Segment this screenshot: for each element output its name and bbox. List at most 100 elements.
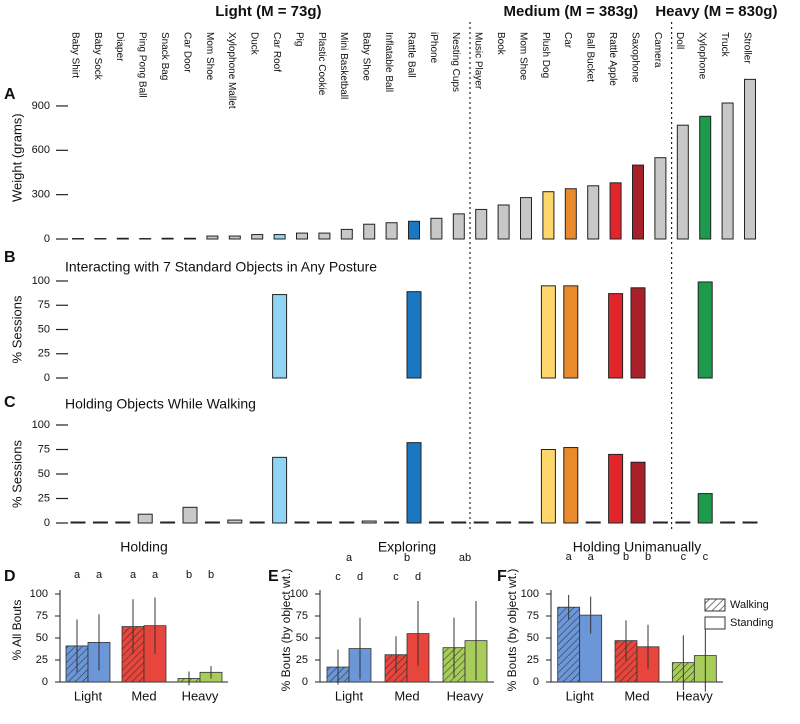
panel-letter: C (4, 394, 16, 411)
y-axis-label: % All Bouts (10, 600, 24, 661)
bar (406, 442, 422, 524)
series-letter: a (74, 569, 81, 581)
bar (630, 287, 646, 379)
category-label: Snack Bag (159, 32, 170, 80)
y-axis-label: % Sessions (9, 295, 24, 363)
y-axis-label: Weight (grams) (9, 113, 24, 202)
y-tick-label: 100 (32, 275, 50, 287)
bar (652, 521, 668, 524)
y-tick-label: 25 (36, 654, 48, 666)
legend-label: Walking (730, 599, 769, 611)
category-label: Doll (674, 32, 685, 49)
category-label: Diaper (114, 32, 125, 62)
bar-hatch (557, 607, 580, 682)
category-label: Baby Sock (92, 32, 103, 81)
category-label: iPhone (428, 32, 439, 64)
bar (339, 521, 355, 524)
category-label: Music Player (473, 32, 484, 90)
group-letter: ab (459, 552, 471, 564)
bar (452, 213, 465, 240)
category-label: Inflatable Ball (383, 32, 394, 92)
series-letter: c (681, 551, 687, 563)
bar (273, 234, 286, 240)
y-tick-label: 100 (32, 419, 50, 431)
bar (318, 232, 331, 240)
category-label: Saxophone (629, 32, 640, 83)
y-tick-label: 0 (44, 517, 50, 529)
y-tick-label: 0 (44, 372, 50, 384)
series-letter: a (130, 569, 137, 581)
x-tick-label: Light (566, 688, 595, 703)
bar (630, 461, 646, 524)
bar (227, 519, 243, 524)
y-tick-label: 100 (290, 588, 308, 600)
group-letter: a (346, 552, 353, 564)
series-letter: d (415, 571, 421, 583)
bar (137, 513, 153, 524)
y-axis-label: % Bouts (by object wt.) (279, 569, 293, 692)
x-tick-label: Heavy (182, 688, 219, 703)
y-tick-label: 50 (36, 632, 48, 644)
y-tick-label: 75 (38, 299, 50, 311)
bar (697, 281, 713, 379)
bar (340, 228, 353, 240)
bar (563, 285, 579, 379)
bar (182, 506, 198, 524)
y-tick-label: 75 (36, 610, 48, 622)
bar (609, 182, 622, 240)
category-label: Baby Shoe (361, 32, 372, 81)
bar (676, 124, 689, 240)
bar (699, 115, 712, 240)
bar (675, 521, 691, 524)
panel-letter: D (4, 568, 16, 585)
bar (697, 493, 713, 524)
series-letter: d (357, 571, 363, 583)
bar (115, 521, 131, 524)
bar (70, 521, 86, 524)
category-label: Plastic Cookie (316, 32, 327, 96)
y-tick-label: 50 (296, 632, 308, 644)
y-tick-label: 0 (302, 676, 308, 688)
bar (384, 521, 400, 524)
series-letter: b (623, 551, 629, 563)
y-tick-label: 900 (32, 100, 50, 112)
panel-letter: A (4, 86, 16, 103)
series-letter: a (588, 551, 595, 563)
bar (408, 220, 420, 240)
bar (520, 197, 532, 240)
x-tick-label: Light (335, 688, 364, 703)
category-label: Car (562, 32, 573, 49)
bar (296, 232, 308, 240)
bar (160, 521, 176, 524)
category-label: Plush Dog (540, 32, 551, 78)
category-label: Camera (652, 32, 663, 68)
bar (184, 237, 196, 240)
y-tick-label: 0 (533, 676, 539, 688)
x-tick-label: Med (624, 688, 649, 703)
bar (540, 285, 556, 379)
category-label: Duck (249, 32, 260, 56)
bar (249, 521, 265, 524)
bar (742, 521, 758, 524)
y-tick-label: 0 (44, 233, 50, 245)
bar (430, 217, 443, 240)
series-letter: c (393, 571, 399, 583)
category-label: Mom Shoe (204, 32, 215, 81)
category-label: Nesting Cups (450, 32, 461, 92)
bar-hatch (615, 640, 637, 682)
x-tick-label: Med (131, 688, 156, 703)
y-tick-label: 75 (296, 610, 308, 622)
category-label: Truck (719, 32, 730, 58)
group-label: Heavy (M = 830g) (655, 3, 777, 20)
y-tick-label: 600 (32, 144, 50, 156)
panel-letter: E (268, 568, 279, 585)
legend-hatch (704, 598, 726, 612)
bar (632, 164, 644, 240)
bar (654, 157, 667, 240)
group-label: Light (M = 73g) (215, 3, 321, 20)
bar (316, 521, 332, 524)
bar (497, 204, 510, 240)
bar (473, 521, 489, 524)
